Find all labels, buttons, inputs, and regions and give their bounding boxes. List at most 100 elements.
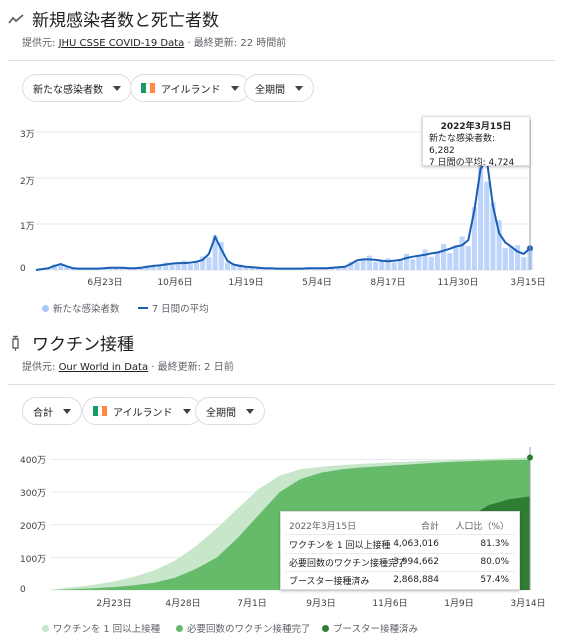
case-bar — [119, 267, 125, 270]
legend-new-cases[interactable]: 新たな感染者数 — [42, 301, 120, 315]
legend-one-dose[interactable]: ワクチンを 1 回以上接種 — [42, 621, 160, 635]
y-tick: 1万 — [20, 222, 35, 232]
case-bar — [261, 268, 268, 270]
case-bar — [508, 245, 515, 270]
case-bar — [342, 266, 348, 270]
case-bar — [51, 264, 58, 270]
x-tick: 11月6日 — [372, 599, 408, 609]
case-bar — [391, 262, 397, 270]
case-bar — [403, 253, 410, 270]
divider — [8, 384, 555, 385]
legend-swatch — [176, 624, 183, 632]
x-tick: 1月9日 — [444, 599, 474, 609]
vaccine-metric-dropdown[interactable]: 合計 — [22, 397, 82, 425]
case-bar — [441, 243, 447, 270]
case-bar — [224, 262, 230, 270]
case-bar — [502, 247, 508, 270]
case-bar — [138, 267, 144, 270]
x-tick: 2月23日 — [96, 599, 132, 609]
case-bar — [447, 253, 453, 270]
legend-swatch — [42, 624, 49, 632]
vaccine-tooltip: 2022年3月15日 合計 人口比（%） ワクチンを 1 回以上接種 4,063… — [280, 511, 520, 590]
chevron-down-icon — [182, 408, 191, 414]
case-bar — [471, 207, 477, 270]
case-bar — [515, 245, 521, 270]
cases-source: 提供元: JHU CSSE COVID-19 Data · 最終更新: 22 時… — [22, 38, 287, 49]
tooltip-row: ワクチンを 1 回以上接種 4,063,016 81.3% — [289, 539, 509, 551]
case-bar — [385, 258, 391, 270]
case-bar — [379, 260, 385, 270]
x-tick: 10月6日 — [157, 278, 193, 288]
case-bar — [187, 264, 193, 270]
chevron-down-icon — [246, 408, 254, 414]
case-bar — [237, 264, 243, 270]
x-tick: 6月23日 — [87, 278, 123, 288]
case-bar — [317, 268, 323, 270]
divider — [8, 60, 555, 61]
case-bar — [465, 246, 471, 270]
average-line — [35, 156, 531, 271]
case-bar — [373, 261, 379, 270]
cases-section-header: 新規感染者数と死亡者数 — [8, 6, 219, 31]
case-bar — [212, 235, 218, 270]
vaccine-section-header: ワクチン接種 — [8, 330, 134, 355]
metric-dropdown[interactable]: 新たな感染者数 — [22, 74, 132, 102]
legend-swatch — [322, 624, 329, 632]
ireland-flag-icon — [141, 83, 156, 93]
y-tick: 0 — [20, 585, 26, 595]
case-bar — [336, 267, 342, 270]
tooltip-row: 必要回数のワクチン接種完了 3,994,662 80.0% — [289, 557, 509, 569]
y-tick: 300万 — [20, 489, 47, 499]
case-bar — [521, 257, 527, 270]
case-bar — [113, 268, 119, 270]
legend-booster[interactable]: ブースター接種済み — [322, 621, 418, 635]
cases-tooltip: 2022年3月15日 新たな感染者数: 6,282 7 日間の平均: 4,724 — [422, 116, 530, 168]
cases-source-link[interactable]: JHU CSSE COVID-19 Data — [58, 38, 185, 49]
vaccine-country-dropdown[interactable]: アイルランド — [82, 397, 202, 425]
case-bar — [200, 256, 206, 270]
chevron-down-icon — [63, 408, 71, 414]
case-bar — [144, 265, 150, 270]
legend-7day-average[interactable]: 7 日間の平均 — [138, 301, 209, 315]
x-tick: 9月3日 — [306, 599, 336, 609]
chevron-down-icon — [295, 85, 303, 91]
case-bar — [194, 261, 200, 270]
vaccine-source-link[interactable]: Our World in Data — [58, 362, 149, 373]
x-tick: 5月4日 — [302, 278, 332, 288]
case-bar — [163, 262, 169, 270]
y-tick: 0 — [20, 264, 26, 274]
legend-fully-vaccinated[interactable]: 必要回数のワクチン接種完了 — [176, 621, 311, 635]
case-bar — [496, 220, 502, 270]
case-bar — [478, 133, 484, 270]
hover-point — [527, 454, 533, 461]
case-bar — [58, 265, 64, 270]
x-tick: 4月28日 — [165, 599, 201, 609]
case-bar — [243, 267, 249, 270]
legend-swatch — [138, 307, 148, 309]
x-tick: 11月30日 — [437, 278, 479, 288]
y-tick: 200万 — [20, 522, 47, 532]
period-dropdown[interactable]: 全期間 — [244, 74, 314, 102]
case-bar — [490, 202, 496, 270]
chevron-down-icon — [113, 85, 121, 91]
legend-swatch — [42, 304, 49, 312]
x-tick: 7月1日 — [237, 599, 267, 609]
case-bar — [459, 236, 465, 270]
trending-icon — [8, 13, 24, 24]
case-bar — [169, 264, 175, 270]
case-bar — [484, 181, 490, 270]
cases-chart[interactable] — [0, 118, 563, 288]
country-dropdown[interactable]: アイルランド — [130, 74, 250, 102]
case-bar — [156, 265, 163, 270]
x-tick: 3月15日 — [510, 278, 546, 288]
case-bar — [434, 251, 440, 270]
case-bar — [354, 262, 360, 270]
case-bar — [366, 255, 372, 270]
y-tick: 3万 — [20, 130, 35, 140]
case-bar — [150, 266, 156, 270]
case-bar — [453, 245, 459, 270]
vaccine-period-dropdown[interactable]: 全期間 — [195, 397, 265, 425]
case-bar — [175, 262, 181, 270]
case-bar — [249, 267, 255, 270]
case-bar — [428, 256, 434, 270]
